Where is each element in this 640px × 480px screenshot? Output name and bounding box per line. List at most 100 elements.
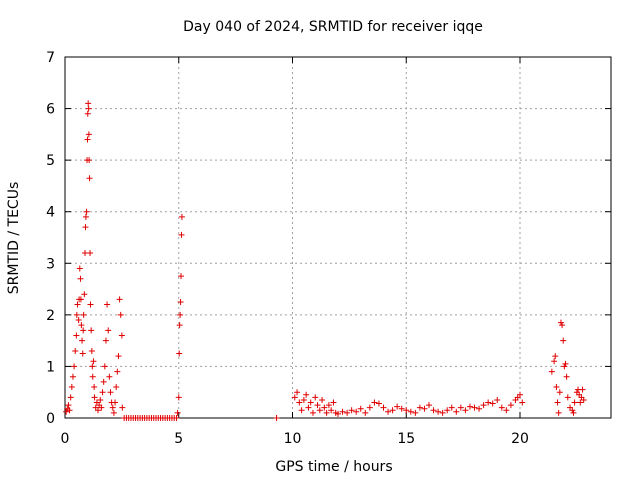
x-tick-label: 5 [174, 431, 183, 447]
data-point [300, 396, 307, 403]
data-point [72, 347, 79, 354]
data-point [303, 391, 310, 398]
data-point [517, 391, 523, 398]
data-point [67, 394, 74, 401]
data-point [119, 404, 126, 411]
y-tick-label: 3 [46, 256, 55, 272]
data-point [73, 332, 80, 339]
data-point [102, 337, 109, 344]
data-point [444, 407, 451, 414]
data-point [177, 311, 184, 318]
data-point [485, 399, 492, 406]
data-points [63, 100, 587, 421]
data-point [385, 408, 392, 415]
data-point [98, 404, 105, 411]
data-point [471, 404, 478, 411]
data-point [430, 407, 437, 414]
data-point [74, 301, 81, 308]
data-point [91, 384, 98, 391]
data-point [178, 213, 185, 220]
data-point [71, 363, 78, 370]
data-point [100, 378, 107, 385]
ticks: 0 5 10 15 20 0 1 2 3 4 5 6 7 [46, 50, 611, 447]
y-tick-label: 5 [46, 153, 55, 169]
x-tick-label: 20 [511, 431, 529, 447]
data-point [562, 360, 569, 367]
y-tick-label: 4 [46, 205, 55, 221]
data-point [580, 396, 587, 403]
data-point [80, 311, 87, 318]
data-point [394, 403, 401, 410]
data-point [389, 407, 396, 414]
data-point [344, 409, 351, 416]
data-point [453, 408, 460, 415]
data-point [305, 404, 312, 411]
data-point [118, 332, 125, 339]
data-point [109, 404, 116, 411]
data-point [83, 208, 90, 215]
data-point [551, 358, 558, 365]
data-point [466, 403, 473, 410]
grid [65, 57, 611, 418]
data-point [65, 402, 72, 409]
data-point [176, 350, 183, 357]
data-point [371, 399, 378, 406]
data-point [178, 273, 185, 280]
data-point [555, 409, 562, 416]
data-point [175, 394, 182, 401]
data-point [553, 384, 560, 391]
data-point [362, 409, 369, 416]
data-point [85, 100, 92, 107]
data-point [112, 399, 119, 406]
data-point [101, 363, 108, 370]
y-tick-label: 0 [46, 411, 55, 427]
plot-frame [64, 56, 612, 419]
data-point [316, 407, 323, 414]
data-point [82, 224, 89, 231]
data-point [561, 363, 568, 370]
data-point [97, 396, 104, 403]
data-point [82, 213, 89, 220]
data-point [312, 394, 319, 401]
data-point [79, 350, 86, 357]
x-axis-label: GPS time / hours [275, 459, 392, 475]
data-point [403, 407, 410, 414]
data-point [494, 396, 501, 403]
data-point [174, 409, 181, 416]
data-point [476, 405, 483, 412]
data-point [519, 399, 526, 406]
x-tick-label: 10 [284, 431, 302, 447]
data-point [435, 408, 442, 415]
data-point [489, 400, 496, 407]
data-point [309, 409, 316, 416]
data-point [87, 301, 94, 308]
data-point [176, 322, 183, 329]
y-tick-label: 6 [46, 102, 55, 118]
x-tick-label: 15 [397, 431, 415, 447]
data-point [88, 327, 95, 334]
data-point [298, 407, 305, 414]
data-point [559, 322, 566, 329]
data-point [480, 402, 487, 409]
data-point [294, 389, 301, 396]
data-point [380, 404, 387, 411]
data-point [84, 110, 91, 117]
data-point [79, 337, 86, 344]
data-point [412, 409, 419, 416]
data-point [104, 301, 111, 308]
data-point [507, 402, 514, 409]
data-point [570, 409, 577, 416]
data-point [439, 409, 446, 416]
data-point [579, 386, 586, 393]
data-point [548, 368, 555, 375]
data-point [105, 327, 112, 334]
data-point [366, 404, 373, 411]
data-point [73, 311, 80, 318]
data-point [87, 249, 94, 256]
data-point [448, 404, 455, 411]
data-point [113, 384, 120, 391]
data-point [307, 399, 314, 406]
data-point [571, 399, 578, 406]
y-tick-label: 7 [46, 50, 55, 66]
data-point [357, 405, 364, 412]
